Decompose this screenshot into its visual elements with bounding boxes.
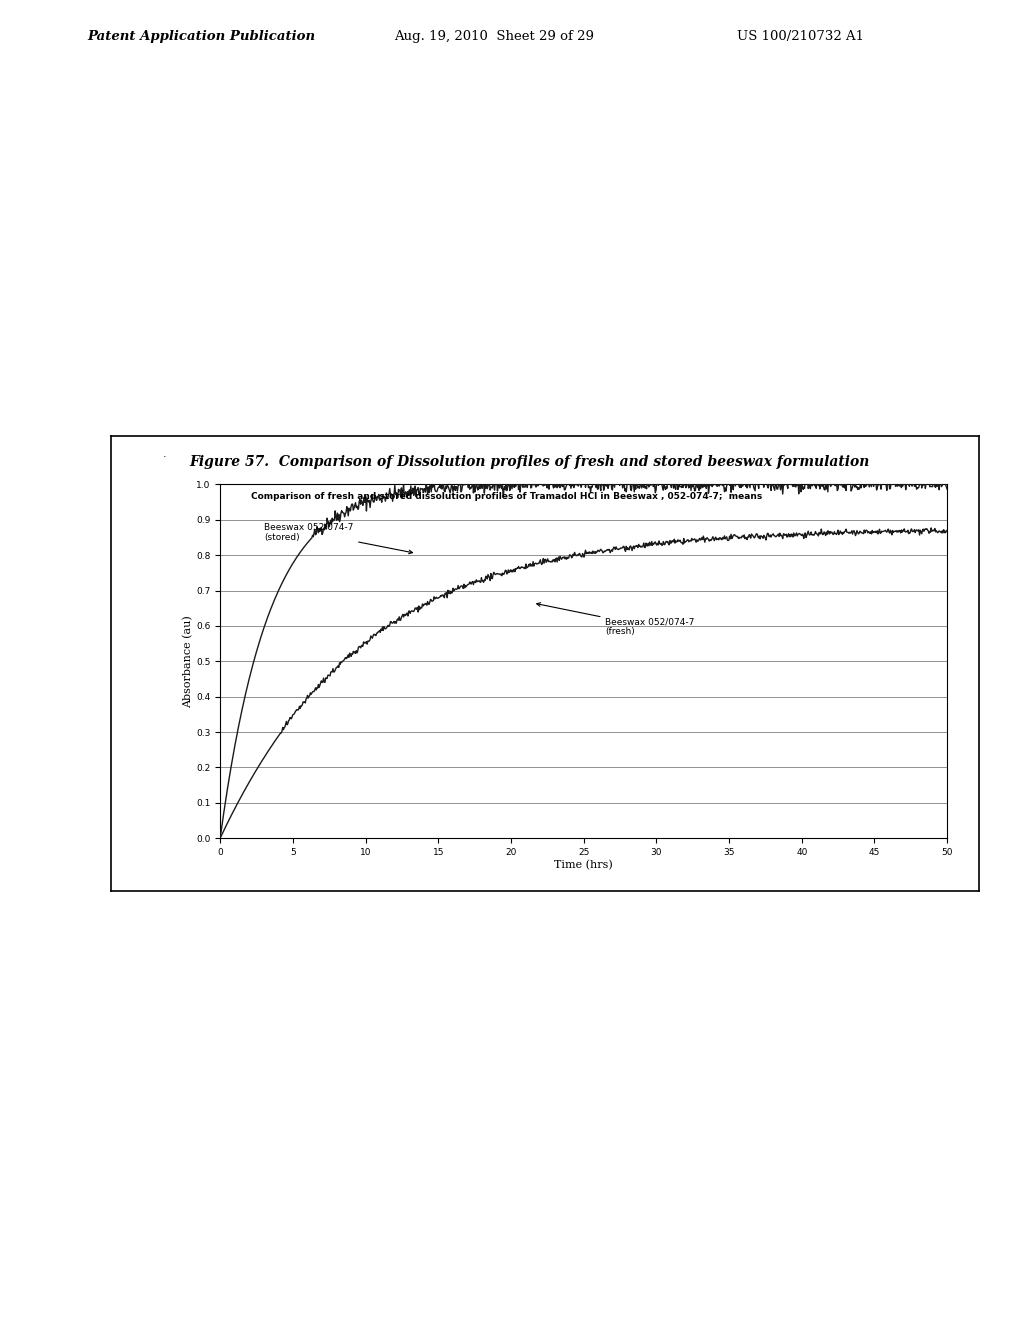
Text: Comparison of fresh and stored dissolution profiles of Tramadol HCl in Beeswax ,: Comparison of fresh and stored dissoluti… — [251, 492, 762, 502]
Y-axis label: Absorbance (au): Absorbance (au) — [183, 615, 194, 708]
Text: Beeswax 052/074-7
(stored): Beeswax 052/074-7 (stored) — [264, 523, 413, 553]
X-axis label: Time (hrs): Time (hrs) — [554, 859, 613, 870]
Text: Patent Application Publication: Patent Application Publication — [87, 30, 315, 44]
Text: Figure 57.  Comparison of Dissolution profiles of fresh and stored beeswax formu: Figure 57. Comparison of Dissolution pro… — [189, 455, 869, 470]
Text: .: . — [163, 449, 166, 459]
Text: Aug. 19, 2010  Sheet 29 of 29: Aug. 19, 2010 Sheet 29 of 29 — [394, 30, 594, 44]
Text: Beeswax 052/074-7
(fresh): Beeswax 052/074-7 (fresh) — [537, 603, 695, 636]
Text: US 100/210732 A1: US 100/210732 A1 — [737, 30, 864, 44]
